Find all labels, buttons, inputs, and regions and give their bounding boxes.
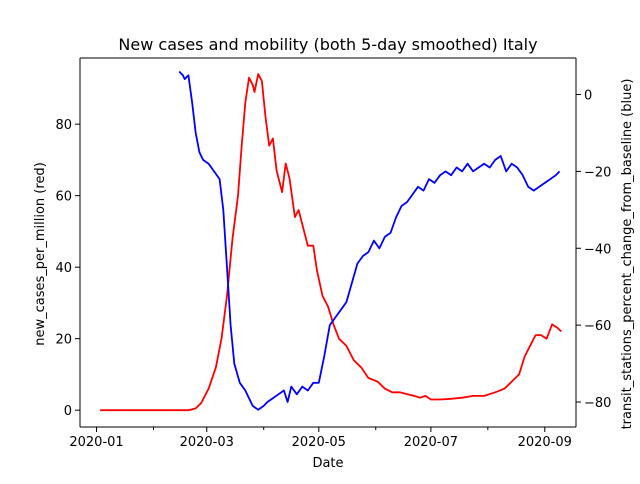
chart-title: New cases and mobility (both 5-day smoot…	[118, 35, 537, 54]
x-axis-label: Date	[312, 456, 343, 471]
x-tick-label: 2020-01	[69, 435, 123, 450]
series-line-new_cases_per_million	[100, 73, 562, 412]
x-tick-label: 2020-05	[292, 435, 346, 450]
y-right-tick-label: 0	[584, 89, 592, 104]
y-left-tick-label: 0	[64, 404, 72, 419]
x-tick-label: 2020-09	[518, 435, 572, 450]
y-left-tick-label: 80	[55, 118, 72, 133]
plot-area: 2020-01 2020-03 2020-05 2020-07 2020-09 0 20 40…	[55, 57, 611, 450]
y-right-tick-label: −20	[584, 165, 611, 180]
y-left-tick-label: 20	[55, 333, 72, 348]
series-line-transit_stations_percent_change_from_baseline	[178, 70, 561, 411]
y-right-tick-label: −80	[584, 396, 611, 411]
x-tick-label: 2020-07	[404, 435, 458, 450]
y-left-tick-label: 60	[55, 190, 72, 205]
y-right-tick-label: −60	[584, 319, 611, 334]
y-right-tick-label: −40	[584, 242, 611, 257]
y-axis-label-right: transit_stations_percent_change_from_bas…	[620, 79, 635, 430]
y-axis-label-left: new_cases_per_million (red)	[33, 162, 48, 346]
x-tick-label: 2020-03	[180, 435, 234, 450]
y-left-tick-label: 40	[55, 261, 72, 276]
